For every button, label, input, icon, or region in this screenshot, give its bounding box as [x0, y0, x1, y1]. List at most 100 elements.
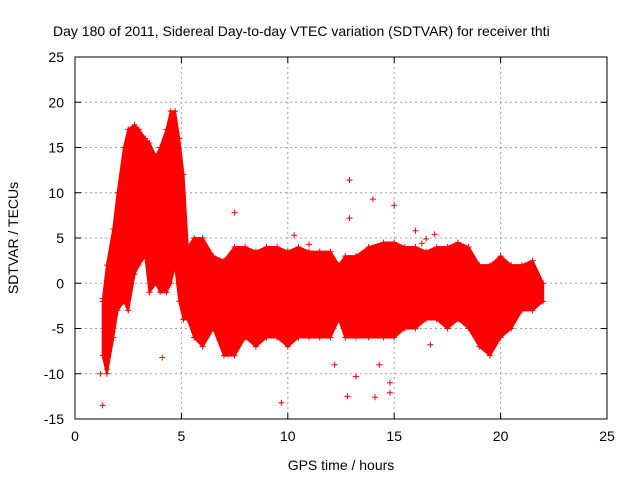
- data-point-lower: [391, 334, 398, 341]
- data-point-lower: [380, 334, 387, 341]
- x-tick-label: 25: [599, 428, 615, 444]
- data-point-lower: [220, 352, 227, 359]
- data-point-upper: [352, 253, 359, 260]
- x-tick-label: 5: [178, 428, 186, 444]
- data-point-lower: [191, 334, 198, 341]
- data-point-lower: [316, 334, 323, 341]
- data-point-upper: [486, 262, 493, 269]
- data-point-upper: [455, 239, 462, 246]
- data-point-upper: [295, 244, 302, 251]
- data-point-lower: [242, 334, 249, 341]
- data-point-upper: [433, 244, 440, 251]
- data-point-lower: [263, 334, 270, 341]
- data-point-upper: [146, 139, 153, 146]
- outlier-point: [418, 240, 425, 247]
- data-point-upper: [391, 239, 398, 246]
- outlier-point: [159, 354, 166, 361]
- chart-title: Day 180 of 2011, Sidereal Day-to-day VTE…: [53, 23, 550, 39]
- data-point-lower: [352, 334, 359, 341]
- data-point-lower: [167, 280, 174, 287]
- outlier-point: [427, 341, 434, 348]
- data-point-upper: [412, 244, 419, 251]
- data-point-lower: [99, 352, 106, 359]
- outlier-point: [352, 373, 359, 380]
- data-point-lower: [252, 343, 259, 350]
- data-point-upper: [465, 244, 472, 251]
- data-point-lower: [465, 325, 472, 332]
- data-point-upper: [306, 248, 313, 255]
- data-point-lower: [412, 325, 419, 332]
- data-point-upper: [242, 244, 249, 251]
- data-point-upper: [342, 253, 349, 260]
- data-point-lower: [508, 325, 515, 332]
- data-point-lower: [231, 352, 238, 359]
- outlier-point: [346, 177, 353, 184]
- data-point-lower: [306, 334, 313, 341]
- data-point-lower: [486, 352, 493, 359]
- data-point-upper: [184, 244, 191, 251]
- outlier-point: [99, 295, 106, 302]
- data-point-lower: [423, 316, 430, 323]
- data-point-lower: [476, 343, 483, 350]
- data-point-upper: [163, 126, 170, 133]
- data-point-upper: [103, 262, 110, 269]
- outlier-point: [386, 379, 393, 386]
- data-point-upper: [335, 262, 342, 269]
- outlier-point: [278, 399, 285, 406]
- x-tick-label: 15: [386, 428, 402, 444]
- data-point-lower: [518, 307, 525, 314]
- y-tick-label: 20: [48, 94, 64, 110]
- outlier-point: [412, 227, 419, 234]
- data-point-lower: [327, 334, 334, 341]
- data-point-lower: [125, 307, 132, 314]
- sdtvar-data-band: [101, 110, 545, 374]
- outlier-point: [97, 370, 104, 377]
- data-point-upper: [518, 262, 525, 269]
- data-point-lower: [274, 334, 281, 341]
- data-point-upper: [540, 280, 547, 287]
- data-point-upper: [135, 126, 142, 133]
- data-point-upper: [529, 257, 536, 264]
- data-point-lower: [184, 316, 191, 323]
- data-point-lower: [401, 325, 408, 332]
- data-point-upper: [476, 262, 483, 269]
- data-point-lower: [110, 334, 117, 341]
- data-point-upper: [380, 239, 387, 246]
- data-point-lower: [176, 298, 183, 305]
- outlier-point: [146, 153, 153, 160]
- data-point-lower: [199, 343, 206, 350]
- data-point-lower: [152, 280, 159, 287]
- outlier-point: [306, 241, 313, 248]
- outlier-point: [376, 361, 383, 368]
- data-point-upper: [263, 244, 270, 251]
- x-tick-label: 10: [280, 428, 296, 444]
- data-point-lower: [455, 316, 462, 323]
- data-point-lower: [120, 298, 127, 305]
- data-point-upper: [172, 108, 179, 115]
- outlier-point: [99, 402, 106, 409]
- y-tick-label: 25: [48, 49, 64, 65]
- data-point-lower: [163, 289, 170, 296]
- y-tick-label: -5: [52, 321, 65, 337]
- data-point-lower: [365, 334, 372, 341]
- data-point-lower: [284, 343, 291, 350]
- data-point-lower: [335, 316, 342, 323]
- data-point-lower: [172, 262, 179, 269]
- data-point-lower: [157, 289, 164, 296]
- outlier-point: [344, 393, 351, 400]
- data-point-upper: [142, 135, 149, 142]
- data-point-upper: [210, 253, 217, 260]
- x-tick-label: 0: [71, 428, 79, 444]
- data-point-lower: [497, 334, 504, 341]
- data-point-upper: [125, 126, 132, 133]
- data-point-lower: [146, 289, 153, 296]
- data-point-upper: [220, 257, 227, 264]
- y-tick-label: 5: [56, 230, 64, 246]
- y-tick-label: 15: [48, 140, 64, 156]
- data-point-upper: [114, 189, 121, 196]
- data-point-upper: [497, 253, 504, 260]
- outlier-point: [231, 209, 238, 216]
- data-point-lower: [210, 325, 217, 332]
- data-point-lower: [529, 307, 536, 314]
- data-point-upper: [508, 262, 515, 269]
